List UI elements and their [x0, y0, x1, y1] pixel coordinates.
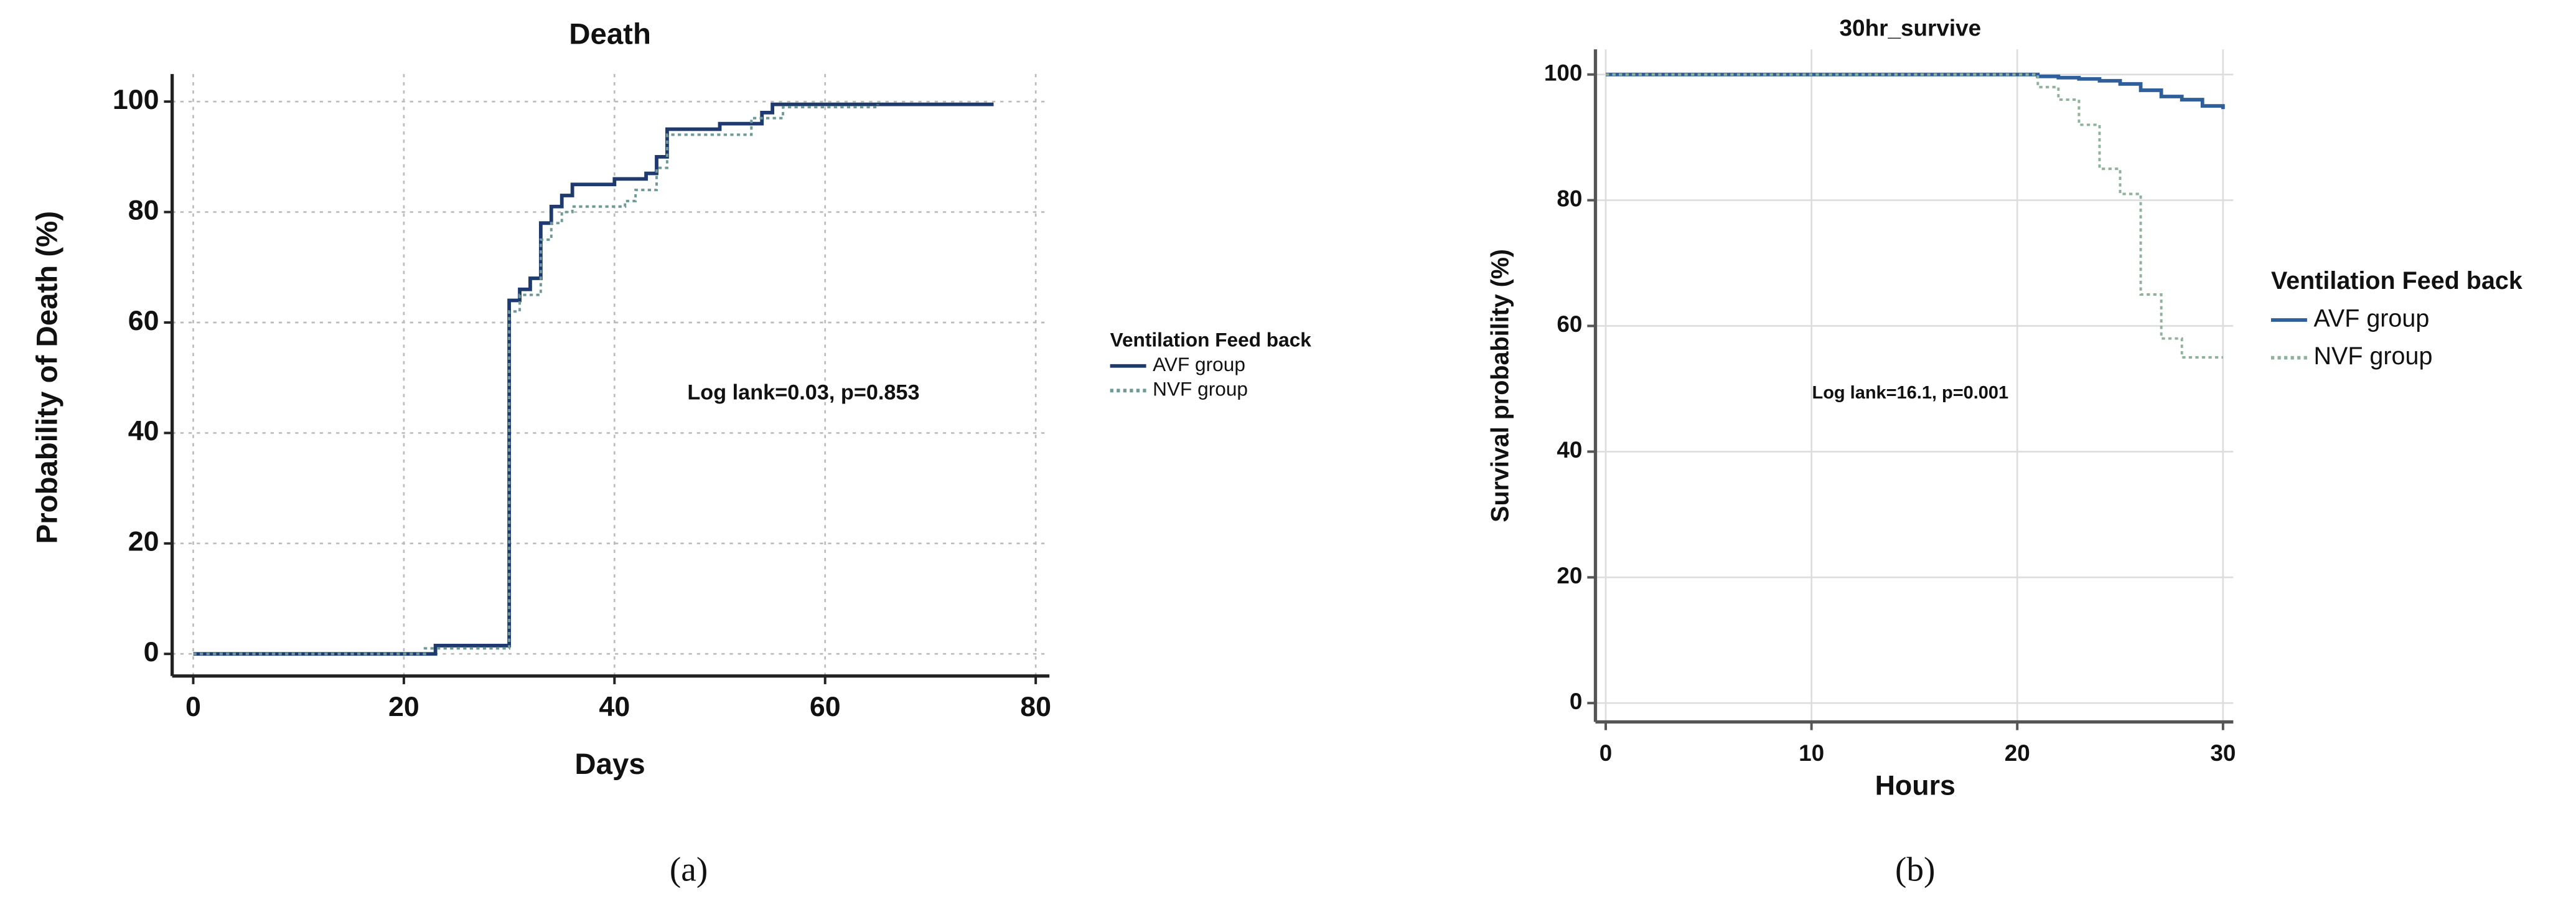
x-axis-label: Hours [1875, 770, 1955, 801]
y-tick-label: 80 [128, 194, 159, 225]
step-line [193, 102, 994, 656]
x-tick-label: 40 [599, 691, 630, 722]
x-axis-label: Days [574, 748, 645, 781]
panel-label: (a) [670, 850, 708, 888]
x-tick-label: 10 [1799, 740, 1824, 766]
x-tick-label: 30 [2210, 740, 2236, 766]
y-axis-label: Survival probability (%) [1487, 249, 1514, 522]
step-line [1606, 73, 2223, 359]
x-tick-label: 60 [810, 691, 841, 722]
x-tick-label: 0 [185, 691, 201, 722]
y-axis-label: Probability of Death (%) [31, 211, 64, 544]
chart-title: 30hr_survive [1840, 15, 1982, 40]
step-line [193, 104, 879, 656]
x-tick-label: 20 [388, 691, 419, 722]
legend-label: AVF group [1153, 353, 1245, 375]
annotation: Log lank=16.1, p=0.001 [1812, 383, 2009, 403]
y-tick-label: 60 [1557, 311, 1582, 337]
step-line [1606, 72, 2225, 110]
legend-title: Ventilation Feed back [2271, 267, 2522, 294]
y-tick-label: 100 [113, 84, 159, 115]
legend-label: NVF group [1153, 378, 1248, 400]
y-tick-label: 20 [128, 526, 159, 557]
y-tick-label: 0 [144, 636, 159, 667]
legend-label: AVF group [2313, 304, 2429, 332]
chart-title: Death [569, 18, 651, 51]
y-tick-label: 80 [1557, 186, 1582, 211]
y-tick-label: 40 [128, 415, 159, 446]
x-tick-label: 0 [1599, 740, 1613, 766]
annotation: Log lank=0.03, p=0.853 [687, 381, 919, 405]
panel-label: (b) [1895, 850, 1936, 888]
legend-title: Ventilation Feed back [1110, 329, 1312, 351]
y-tick-label: 100 [1544, 60, 1583, 85]
y-tick-label: 40 [1557, 437, 1582, 463]
legend-label: NVF group [2313, 342, 2432, 370]
x-tick-label: 80 [1020, 691, 1051, 722]
y-tick-label: 20 [1557, 563, 1582, 588]
y-tick-label: 0 [1570, 689, 1583, 714]
x-tick-label: 20 [2005, 740, 2030, 766]
y-tick-label: 60 [128, 305, 159, 336]
